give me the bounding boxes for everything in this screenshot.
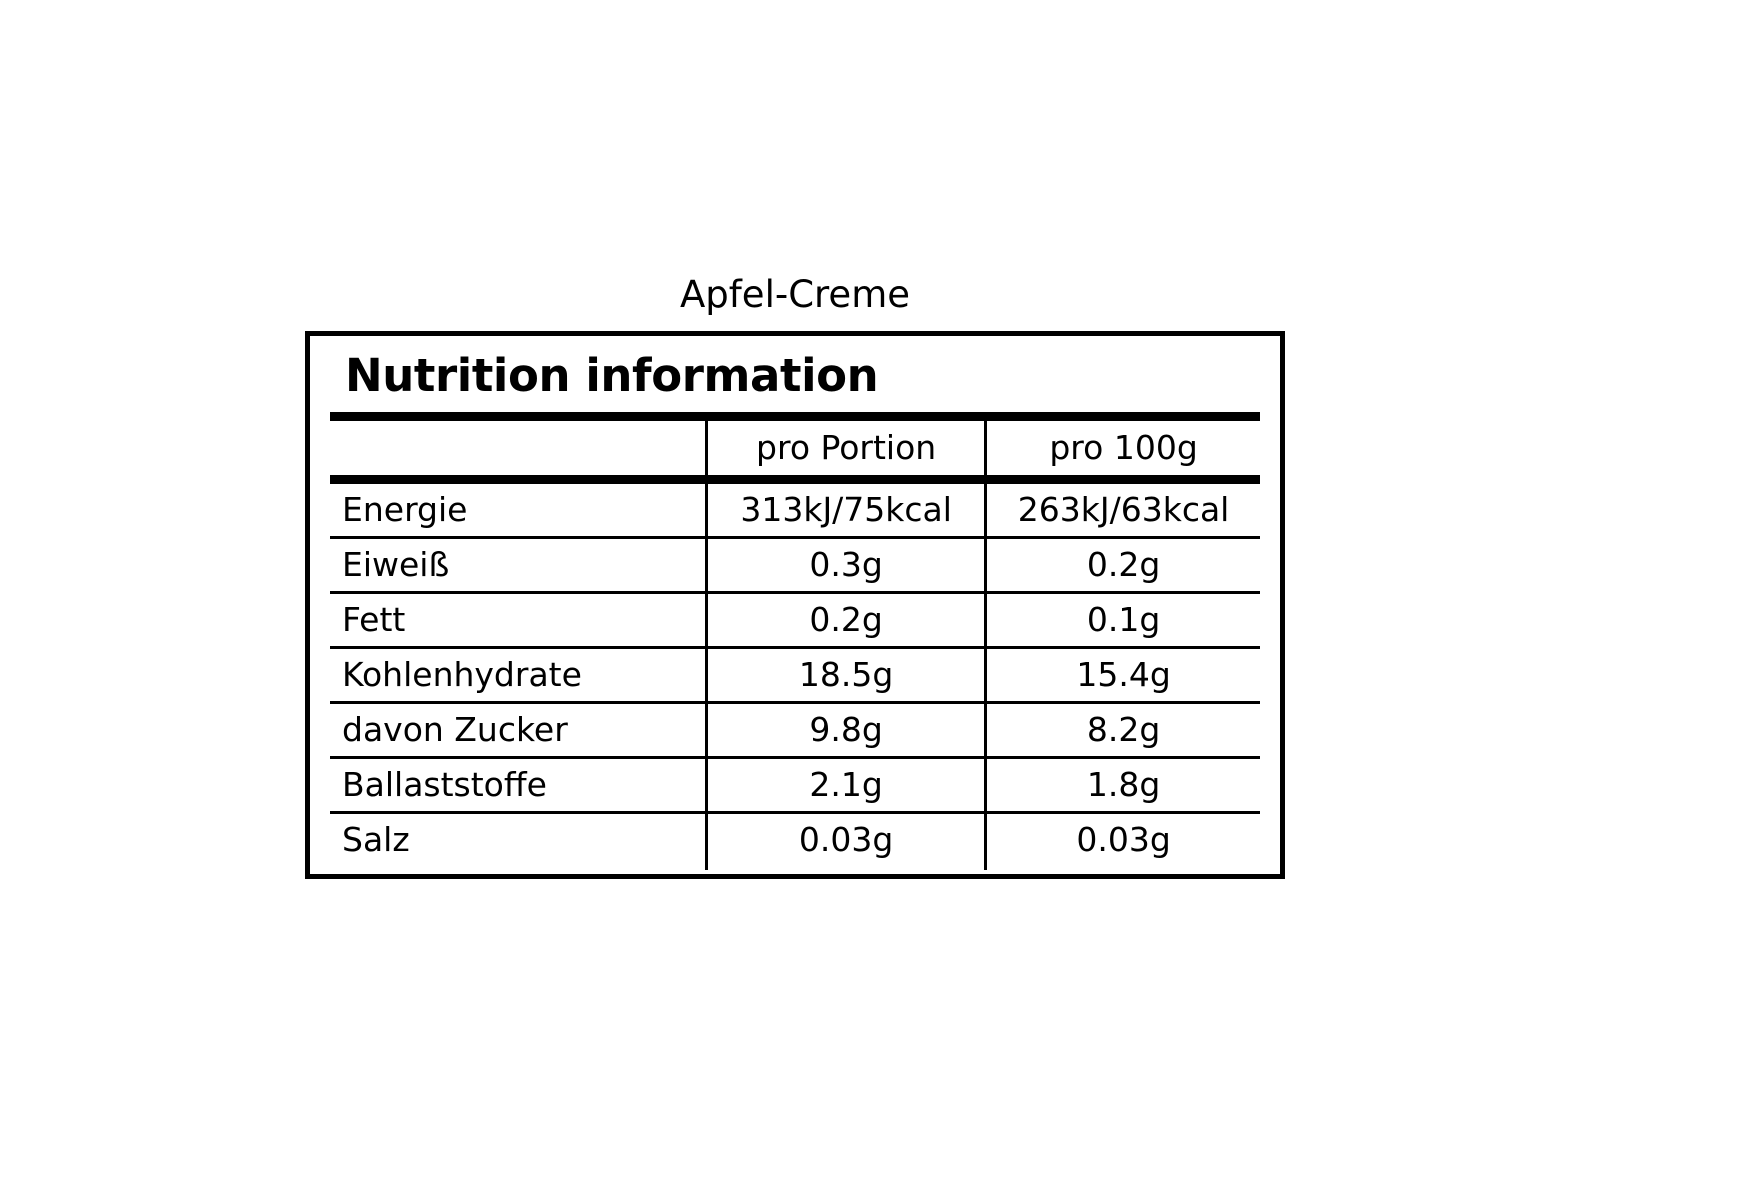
value-per-100g: 1.8g	[984, 756, 1260, 813]
nutrient-label: Salz	[330, 811, 707, 870]
column-header-nutrient	[330, 412, 707, 484]
value-per-100g: 0.03g	[984, 811, 1260, 870]
value-per-portion: 2.1g	[705, 756, 986, 813]
value-per-portion: 18.5g	[705, 646, 986, 703]
panel-bottom-spacer	[310, 870, 1280, 874]
value-per-100g: 263kJ/63kcal	[984, 479, 1260, 538]
table-row: Energie 313kJ/75kcal 263kJ/63kcal	[330, 479, 1260, 538]
nutrient-label: Energie	[342, 490, 468, 529]
table-row: Kohlenhydrate 18.5g 15.4g	[330, 646, 1260, 703]
nutrition-label: Apfel-Creme Nutrition information pro Po…	[305, 276, 1285, 879]
value-per-100g: 15.4g	[984, 646, 1260, 703]
table-row: Eiweiß 0.3g 0.2g	[330, 536, 1260, 593]
value-per-portion: 0.3g	[705, 536, 986, 593]
table-row: Fett 0.2g 0.1g	[330, 591, 1260, 648]
panel-heading: Nutrition information	[345, 349, 879, 402]
value-per-portion: 0.2g	[705, 591, 986, 648]
table-row: Salz 0.03g 0.03g	[330, 811, 1260, 870]
value-per-portion: 313kJ/75kcal	[705, 479, 986, 538]
column-header-per-100g: pro 100g	[984, 412, 1260, 484]
table-header-row: pro Portion pro 100g	[330, 412, 1260, 484]
nutrient-label: davon Zucker	[330, 701, 707, 758]
value-per-portion: 0.03g	[705, 811, 986, 870]
nutrient-label: Fett	[330, 591, 707, 648]
nutrient-label: Kohlenhydrate	[330, 646, 707, 703]
table-body: Energie 313kJ/75kcal 263kJ/63kcal Eiweiß…	[330, 479, 1260, 870]
column-header-per-portion: pro Portion	[705, 412, 986, 484]
nutrition-panel: Nutrition information pro Portion pro 10…	[305, 331, 1285, 879]
value-per-100g: 0.2g	[984, 536, 1260, 593]
table-row: davon Zucker 9.8g 8.2g	[330, 701, 1260, 758]
value-per-100g: 0.1g	[984, 591, 1260, 648]
nutrition-table: pro Portion pro 100g Energie 313kJ/75kca…	[330, 412, 1260, 870]
product-title: Apfel-Creme	[679, 273, 911, 316]
nutrient-label: Ballaststoffe	[330, 756, 707, 813]
value-per-100g: 8.2g	[984, 701, 1260, 758]
value-per-portion: 9.8g	[705, 701, 986, 758]
table-row: Ballaststoffe 2.1g 1.8g	[330, 756, 1260, 813]
nutrient-label: Eiweiß	[330, 536, 707, 593]
